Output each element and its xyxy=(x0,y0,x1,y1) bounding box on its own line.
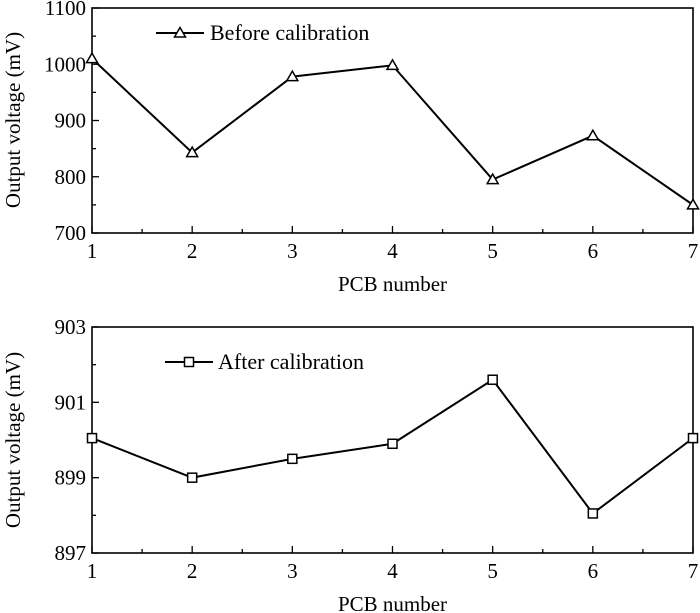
y-tick-label-after: 903 xyxy=(55,315,87,339)
y-axis-title-before: Output voltage (mV) xyxy=(1,32,25,208)
series-group-after xyxy=(86,374,699,519)
x-tick-label-after: 1 xyxy=(87,559,98,583)
data-point-triangle-before xyxy=(85,51,99,64)
x-tick-label-before: 4 xyxy=(387,239,398,263)
y-tick-label-after: 901 xyxy=(55,390,87,414)
x-axis-title-before: PCB number xyxy=(338,272,447,296)
legend-before: Before calibration xyxy=(156,20,369,45)
data-point-square-after xyxy=(487,374,498,385)
data-point-triangle-before xyxy=(586,128,600,141)
y-tick-label-before: 800 xyxy=(55,165,87,189)
legend-label-before: Before calibration xyxy=(210,20,369,45)
y-tick-label-after: 899 xyxy=(55,466,87,490)
y-tick-label-before: 1100 xyxy=(45,0,86,20)
series-group-before xyxy=(85,51,700,210)
x-tick-label-before: 2 xyxy=(187,239,198,263)
y-tick-label-before: 700 xyxy=(55,221,87,245)
data-point-triangle-before xyxy=(285,69,300,82)
x-tick-label-before: 6 xyxy=(588,239,599,263)
x-tick-label-before: 3 xyxy=(287,239,298,263)
data-point-square-after xyxy=(387,438,398,450)
tick-group-after: 897 899 901 903 1 2 3 4 5 6 7 xyxy=(55,315,699,583)
data-point-square-after xyxy=(587,508,599,519)
x-axis-title-after: PCB number xyxy=(338,592,447,613)
y-axis-title-after: Output voltage (mV) xyxy=(1,352,25,528)
chart-panel-after: 897 899 901 903 1 2 3 4 5 6 7 After calibration PC… xyxy=(1,315,699,613)
y-tick-label-before: 1000 xyxy=(44,52,86,76)
data-point-triangle-before xyxy=(686,197,700,210)
data-point-triangle-before xyxy=(385,58,400,71)
x-tick-label-before: 7 xyxy=(688,239,699,263)
chart-panel-before: 700 800 900 1000 1100 1 2 3 4 5 6 7 Before calibrat… xyxy=(1,0,700,296)
series-line-before xyxy=(91,57,694,206)
plot-frame-before xyxy=(91,7,694,234)
data-point-triangle-before xyxy=(485,172,500,185)
x-tick-label-before: 1 xyxy=(87,239,98,263)
x-tick-label-after: 2 xyxy=(187,559,198,583)
x-tick-label-after: 5 xyxy=(487,559,498,583)
x-tick-label-before: 5 xyxy=(487,239,498,263)
legend-label-after: After calibration xyxy=(218,349,364,374)
x-tick-label-after: 3 xyxy=(287,559,298,583)
data-point-square-after xyxy=(687,432,699,444)
y-tick-label-before: 900 xyxy=(55,109,87,133)
data-point-triangle-before xyxy=(185,145,199,158)
x-tick-label-after: 6 xyxy=(588,559,599,583)
tick-group-before: 700 800 900 1000 1100 1 2 3 4 5 6 7 xyxy=(44,0,698,263)
data-point-square-after xyxy=(287,453,298,465)
x-tick-label-after: 7 xyxy=(688,559,699,583)
legend-square-marker-icon xyxy=(183,356,195,368)
x-tick-label-after: 4 xyxy=(387,559,398,583)
data-point-square-after xyxy=(186,472,198,483)
y-tick-label-after: 897 xyxy=(55,541,87,565)
legend-triangle-marker-icon xyxy=(173,26,187,38)
data-point-square-after xyxy=(86,432,98,444)
legend-after: After calibration xyxy=(165,349,364,374)
